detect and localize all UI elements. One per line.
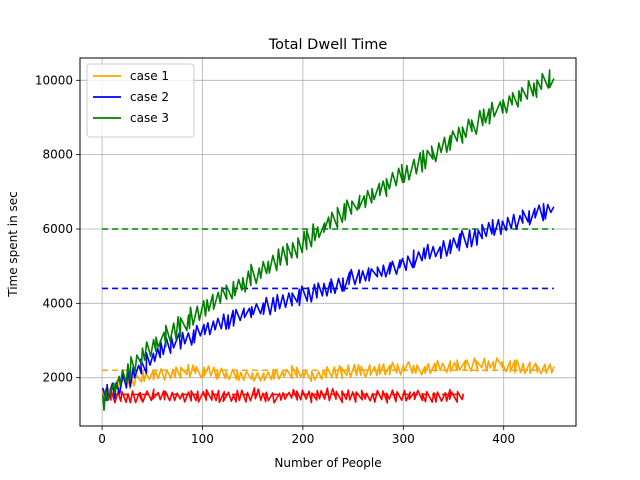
legend-label: case 2 [130, 90, 169, 104]
x-axis-title: Number of People [274, 456, 381, 470]
series-lines [101, 69, 555, 412]
series-line-1 [101, 357, 555, 401]
chart-title: Total Dwell Time [268, 37, 388, 53]
y-tick-label: 10000 [35, 73, 73, 87]
y-tick-label: 2000 [42, 371, 73, 385]
x-tick-label: 400 [492, 432, 515, 446]
x-tick-label: 100 [191, 432, 214, 446]
x-tick-label: 200 [291, 432, 314, 446]
legend: case 1 case 2 case 3 [86, 63, 195, 138]
x-axis-ticks: 0 100 200 300 400 [98, 426, 515, 446]
y-tick-label: 6000 [42, 222, 73, 236]
y-axis-ticks: 2000 4000 6000 8000 10000 [35, 73, 80, 385]
series-line-2 [101, 203, 555, 402]
legend-label: case 1 [130, 69, 169, 83]
series-line-3 [102, 69, 555, 412]
y-axis-title: Time spent in sec [6, 191, 20, 298]
series-line-4 [102, 387, 465, 404]
x-tick-label: 300 [392, 432, 415, 446]
plot-frame [79, 57, 577, 427]
legend-label: case 3 [130, 111, 169, 125]
y-tick-label: 8000 [42, 148, 73, 162]
y-tick-label: 4000 [42, 296, 73, 310]
x-tick-label: 0 [98, 432, 106, 446]
